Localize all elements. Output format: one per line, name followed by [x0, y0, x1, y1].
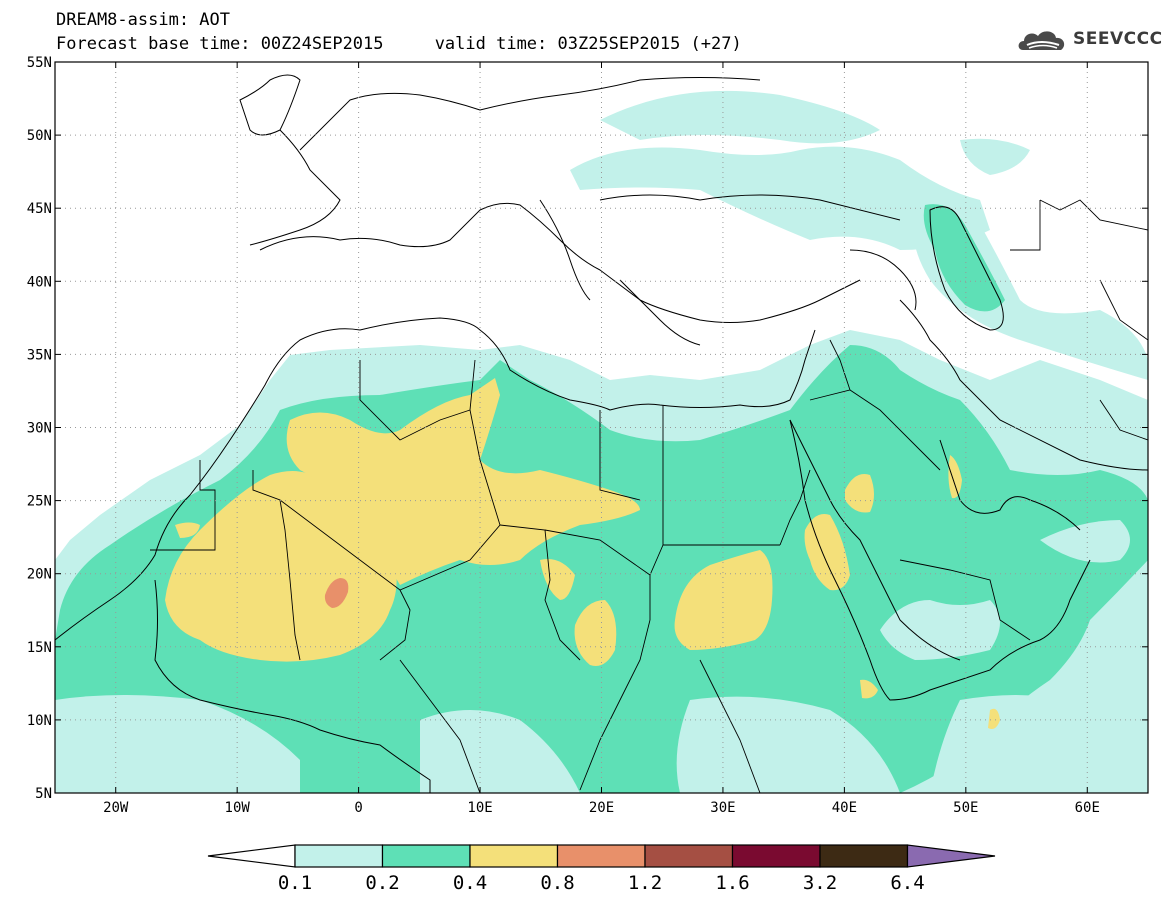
lon-tick-label: 10W [225, 800, 251, 816]
forecast-time-line: Forecast base time: 00Z24SEP2015 valid t… [56, 34, 742, 54]
colorbar-segment [819, 844, 909, 868]
grid-lines [55, 62, 1148, 793]
lat-tick-label: 40N [27, 274, 52, 290]
lon-tick-label: 20W [103, 800, 129, 816]
logo-text: SEEVCCC [1073, 29, 1163, 49]
cloud-logo-icon [1018, 31, 1065, 50]
colorbar-segment [381, 844, 471, 868]
lon-tick-label: 20E [589, 800, 614, 816]
colorbar-segment [556, 844, 646, 868]
lon-tick-label: 0 [354, 800, 362, 816]
colorbar-label: 1.6 [715, 872, 749, 894]
aot-band-0.8-mali [324, 578, 349, 608]
lat-tick-label: 25N [27, 494, 52, 510]
colorbar-segment [731, 844, 821, 868]
colorbar-label: 3.2 [803, 872, 837, 894]
lon-tick-label: 30E [710, 800, 735, 816]
country-borders [150, 199, 1148, 793]
aot-band-0.4-sahara-north [286, 378, 640, 585]
lon-tick-label: 60E [1075, 800, 1100, 816]
colorbar-segment [294, 844, 384, 868]
lat-tick-label: 50N [27, 128, 52, 144]
lat-tick-label: 5N [35, 786, 52, 802]
coastlines [55, 74, 1148, 793]
colorbar-label: 6.4 [890, 872, 924, 894]
lat-tick-label: 45N [27, 201, 52, 217]
aot-field [55, 90, 1148, 793]
lat-tick-label: 20N [27, 567, 52, 583]
colorbar-over-arrow [906, 844, 996, 868]
seevccc-logo: SEEVCCC [1015, 26, 1162, 56]
aot-band-0.4-arabia [845, 474, 874, 513]
colorbar-label: 1.2 [628, 872, 662, 894]
lon-tick-label: 10E [467, 800, 492, 816]
aot-band-0.4-sudan [674, 550, 773, 650]
lon-axis: 20W 10W 0 10E 20E 30E 40E 50E 60E [103, 62, 1100, 816]
lat-tick-label: 35N [27, 347, 52, 363]
colorbar-label: 0.4 [453, 872, 487, 894]
aot-band-0.1-east [960, 138, 1030, 175]
colorbar-label: 0.8 [540, 872, 574, 894]
colorbar: 0.1 0.2 0.4 0.8 1.2 1.6 3.2 6.4 [207, 844, 996, 894]
lat-tick-label: 10N [27, 713, 52, 729]
colorbar-segment [644, 844, 734, 868]
aot-band-0.2-caspian [923, 204, 1005, 312]
aot-band-0.4-sahara-west [165, 471, 397, 662]
lon-tick-label: 50E [953, 800, 978, 816]
aot-band-0.1-north [600, 90, 880, 144]
colorbar-label: 0.2 [365, 872, 399, 894]
aot-band-0.1-europe [570, 146, 990, 250]
aot-band-0.4-gulf [948, 455, 962, 499]
colorbar-under-arrow [207, 844, 296, 868]
lat-tick-label: 55N [27, 55, 52, 71]
lat-tick-label: 30N [27, 421, 52, 437]
map-title: DREAM8-assim: AOT [56, 10, 230, 30]
colorbar-segment [469, 844, 559, 868]
aot-band-0.4-chad-south [574, 600, 617, 666]
lat-tick-label: 15N [27, 640, 52, 656]
colorbar-label: 0.1 [278, 872, 312, 894]
lon-tick-label: 40E [832, 800, 857, 816]
lat-axis: 5N 10N 15N 20N 25N 30N 35N 40N 45N 50N 55N [27, 55, 1148, 802]
aot-band-0.4-redsea [804, 514, 850, 591]
